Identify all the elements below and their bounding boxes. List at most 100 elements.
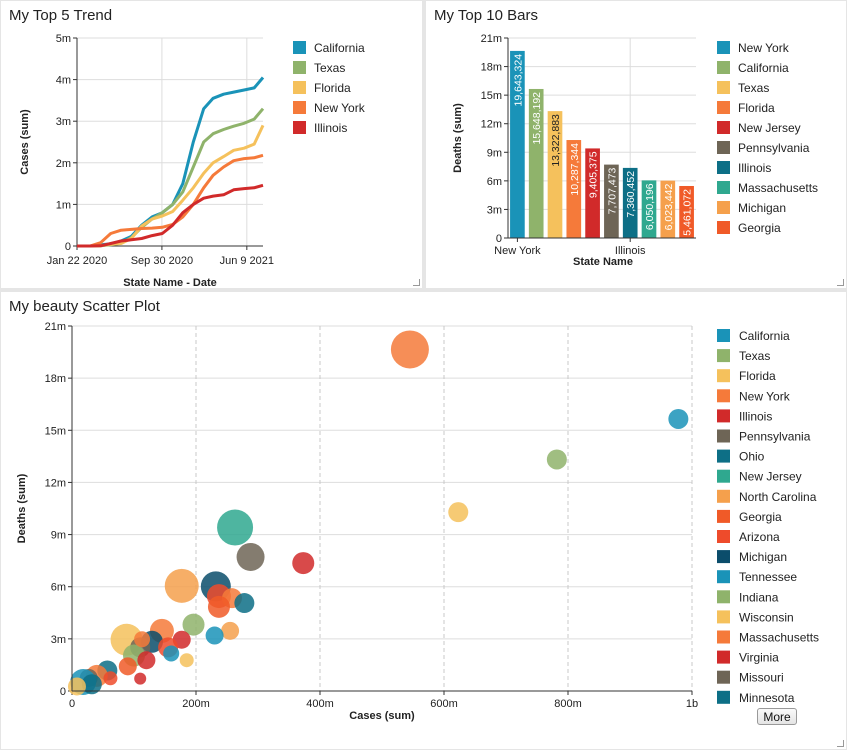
scatter-point <box>448 502 469 523</box>
trend-x-tick-label: Jun 9 2021 <box>220 255 274 267</box>
trend-legend-label: Florida <box>314 81 351 95</box>
scatter-point <box>217 509 254 546</box>
bars-legend-swatch <box>717 81 730 94</box>
trend-x-tick-label: Sep 30 2020 <box>131 255 193 267</box>
bar-illinois <box>622 167 638 238</box>
scatter-point <box>390 330 429 369</box>
scatter-legend-swatch <box>717 449 730 463</box>
scatter-legend-swatch <box>717 670 730 684</box>
legend-more-button[interactable]: More <box>757 708 797 725</box>
trend-y-tick-label: 3m <box>56 116 71 128</box>
scatter-point <box>134 631 151 648</box>
bars-legend-swatch <box>717 101 730 114</box>
bar-data-label: 13,322,883 <box>550 114 562 167</box>
scatter-x-tick-label: 1b <box>686 698 698 710</box>
bars-legend-swatch <box>717 141 730 154</box>
bars-legend-label: California <box>738 61 789 75</box>
bar-michigan <box>660 180 676 238</box>
scatter-legend-label: Pennsylvania <box>739 430 811 444</box>
trend-panel-title: My Top 5 Trend <box>9 7 113 24</box>
scatter-legend-swatch <box>717 389 730 403</box>
bars-y-tick-label: 6m <box>487 176 502 188</box>
bar-data-label: 7,707,473 <box>606 167 618 214</box>
scatter-point <box>118 657 137 676</box>
scatter-legend-label: Illinois <box>739 409 772 423</box>
scatter-legend-swatch <box>717 369 730 383</box>
bars-x-tick-label: Illinois <box>615 245 646 257</box>
trend-legend-swatch <box>293 41 306 54</box>
scatter-legend-label: Indiana <box>739 590 779 604</box>
scatter-y-tick-label: 3m <box>51 634 66 646</box>
bar-data-label: 6,050,196 <box>644 183 656 230</box>
scatter-point <box>163 645 180 662</box>
trend-legend-swatch <box>293 61 306 74</box>
scatter-legend-swatch <box>717 429 730 443</box>
scatter-point <box>207 595 230 618</box>
scatter-point <box>234 593 255 614</box>
bar-data-label: 9,405,375 <box>588 151 600 198</box>
trend-legend-label: Texas <box>314 61 345 75</box>
scatter-legend-swatch <box>717 530 730 543</box>
scatter-x-tick-label: 0 <box>69 698 75 710</box>
scatter-legend-label: New York <box>739 389 791 403</box>
trend-y-tick-label: 5m <box>56 33 71 45</box>
scatter-legend-label: Texas <box>739 349 770 363</box>
scatter-point <box>137 651 156 670</box>
trend-y-axis-label: Cases (sum) <box>19 109 31 175</box>
scatter-x-tick-label: 200m <box>182 698 210 710</box>
bars-legend-swatch <box>717 221 730 234</box>
trend-resize-handle[interactable] <box>413 279 420 286</box>
scatter-point <box>546 449 567 470</box>
trend-chart: 0 1m 2m 3m 4m 5m Jan 22 2020 Sep 30 2020 Jun 9 2… <box>19 33 366 288</box>
scatter-y-tick-label: 0 <box>60 686 66 698</box>
bars-y-tick-label: 15m <box>481 90 502 102</box>
scatter-point <box>182 613 205 636</box>
trend-y-tick-label: 0 <box>65 241 71 253</box>
bar-data-label: 10,287,344 <box>569 143 581 196</box>
scatter-x-tick-label: 800m <box>554 698 582 710</box>
scatter-legend-swatch <box>717 469 730 483</box>
scatter-legend-label: Minnesota <box>739 691 795 705</box>
trend-legend-label: Illinois <box>314 121 347 135</box>
trend-series-line-new-york <box>77 153 264 248</box>
bars-resize-handle[interactable] <box>837 279 844 286</box>
bars-legend-label: Florida <box>738 101 775 115</box>
scatter-legend-label: North Carolina <box>739 490 817 504</box>
scatter-legend-label: New Jersey <box>739 470 802 484</box>
scatter-legend-swatch <box>717 650 730 664</box>
scatter-y-axis-label: Deaths (sum) <box>16 473 28 543</box>
scatter-point <box>668 408 689 429</box>
scatter-legend-swatch <box>717 349 730 363</box>
bars-legend-swatch <box>717 181 730 194</box>
bar-data-label: 15,648,192 <box>531 92 543 145</box>
scatter-y-tick-label: 18m <box>45 373 66 385</box>
trend-legend-swatch <box>293 101 306 114</box>
scatter-point <box>103 671 118 686</box>
scatter-chart: 0 3m 6m 9m 12m 15m 18m 21m 0 200m 400m 600m 800m 1b Ca… <box>16 321 819 722</box>
bars-panel: My Top 10 Bars 0 3m 6m 9m 12m 15m 18m 21m 19,643… <box>426 1 846 288</box>
scatter-legend-label: Missouri <box>739 671 784 685</box>
scatter-panel-title: My beauty Scatter Plot <box>9 298 160 315</box>
scatter-resize-handle[interactable] <box>837 740 844 747</box>
scatter-point <box>134 672 147 685</box>
scatter-legend-swatch <box>717 409 730 423</box>
scatter-legend-swatch <box>717 630 730 644</box>
trend-panel: My Top 5 Trend 0 1m 2m 3m 4m 5m Jan 22 2020 Sep… <box>1 1 422 288</box>
bars-legend-swatch <box>717 161 730 174</box>
scatter-legend-swatch <box>717 690 730 704</box>
bars-x-axis-label: State Name <box>573 256 633 268</box>
bars-panel-title: My Top 10 Bars <box>434 7 538 24</box>
bars-y-axis-label: Deaths (sum) <box>452 103 464 173</box>
bars-y-tick-label: 18m <box>481 62 502 74</box>
trend-legend-swatch <box>293 121 306 134</box>
scatter-x-tick-label: 600m <box>430 698 458 710</box>
bars-legend-label: New Jersey <box>738 121 801 135</box>
scatter-point <box>164 568 199 603</box>
trend-legend-swatch <box>293 81 306 94</box>
trend-y-tick-label: 1m <box>56 199 71 211</box>
scatter-panel: My beauty Scatter Plot 0 3m 6m 9m 12m 15m 18m 2… <box>1 292 846 749</box>
trend-y-tick-label: 4m <box>56 75 71 87</box>
bar-florida <box>566 140 582 238</box>
bars-y-tick-label: 12m <box>481 119 502 131</box>
bars-legend-label: Illinois <box>738 161 771 175</box>
